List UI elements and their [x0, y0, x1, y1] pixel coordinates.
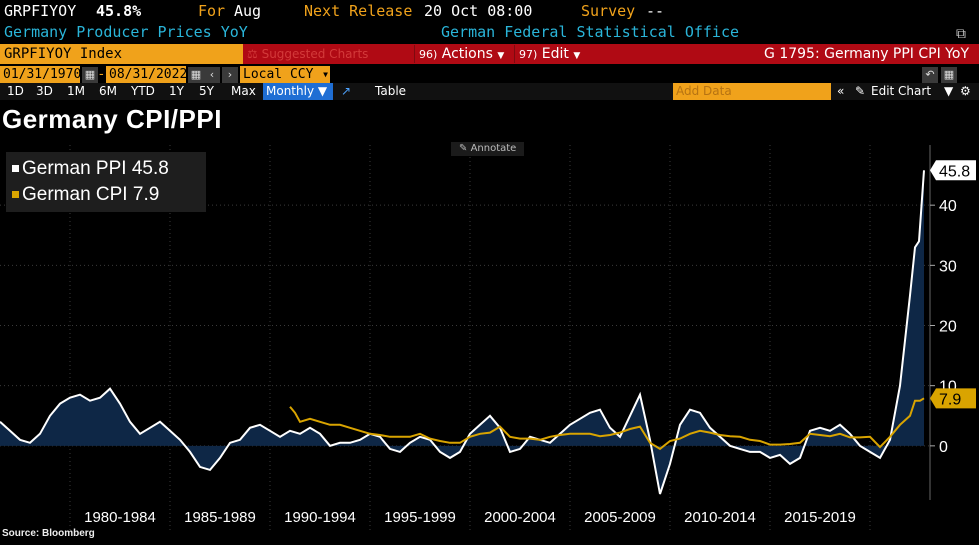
chevron-down-icon: ▼ — [323, 70, 328, 79]
dropdown-icon[interactable]: ▼ — [944, 84, 954, 98]
y-tick-label: 20 — [939, 319, 957, 336]
legend: German PPI 45.8 German CPI 7.9 — [6, 152, 206, 212]
legend-item-cpi: German CPI 7.9 — [12, 182, 200, 208]
next-arrow-icon[interactable]: › — [222, 67, 238, 83]
ticker: GRPFIYOY — [4, 2, 77, 20]
y-tick-label: 0 — [939, 439, 948, 456]
actions-label: Actions — [441, 46, 493, 62]
legend-ppi-name: German PPI — [22, 158, 127, 179]
y-tick-label: 40 — [939, 198, 957, 215]
end-date-input[interactable]: 08/31/2022 — [106, 66, 187, 84]
cpi-swatch — [12, 191, 19, 199]
last-value-labels: 45.8 7.9 — [930, 160, 976, 409]
period-max[interactable]: Max — [231, 84, 256, 98]
x-tick-label: 1990-1994 — [284, 509, 356, 526]
y-tick-label: 30 — [939, 258, 957, 275]
currency-value: Local CCY — [243, 67, 314, 82]
edit-chart-button[interactable]: Edit Chart — [871, 84, 932, 98]
ppi-last-value: 45.8 — [930, 160, 976, 181]
undo-icon[interactable]: ↶ — [922, 67, 938, 83]
value-tag-text: 45.8 — [939, 163, 970, 180]
period-1d[interactable]: 1D — [7, 84, 24, 98]
edit-num: 97) — [519, 48, 538, 61]
next-release-value: 20 Oct 08:00 — [424, 2, 533, 20]
date-range-row: 01/31/1970 ▦ - 08/31/2022 ▦ ‹ › Local CC… — [0, 66, 979, 84]
period-6m[interactable]: 6M — [99, 84, 117, 98]
calendar-icon[interactable]: ▦ — [82, 67, 98, 83]
for-value: Aug — [234, 2, 262, 20]
actions-button[interactable]: 96) Actions ▼ — [414, 45, 508, 63]
collapse-icon[interactable]: « — [837, 84, 845, 98]
x-axis: 1980-1984 1985-1989 1990-1994 1995-1999 2000… — [84, 509, 856, 526]
popout-icon[interactable]: ⧉ — [956, 26, 966, 42]
x-tick-label: 1985-1989 — [184, 509, 256, 526]
ppi-line — [0, 170, 925, 495]
source-note: Source: Bloomberg — [2, 528, 95, 539]
gear-icon[interactable]: ⚙ — [960, 84, 971, 98]
data-source: German Federal Statistical Office — [441, 23, 740, 41]
ticker-field[interactable]: GRPFIYOY Index — [0, 44, 243, 64]
range-dash: - — [99, 67, 104, 82]
frequency-select[interactable]: Monthly ▼ — [263, 83, 333, 100]
value-tag — [930, 160, 976, 181]
survey-value: -- — [646, 2, 665, 20]
x-tick-label: 2000-2004 — [484, 509, 556, 526]
calendar-icon[interactable]: ▦ — [188, 67, 204, 83]
x-tick-label: 2005-2009 — [584, 509, 656, 526]
survey-label: Survey — [581, 2, 636, 20]
period-3d[interactable]: 3D — [36, 84, 53, 98]
security-header: GRPFIYOY 45.8% For Aug Next Release 20 O… — [0, 0, 979, 22]
pencil-icon[interactable]: ✎ — [855, 84, 866, 98]
security-description: Germany Producer Prices YoY — [4, 23, 248, 41]
legend-cpi-value: 7.9 — [132, 184, 160, 205]
line-chart-icon[interactable]: ↗ — [341, 84, 352, 98]
value-tag-text: 7.9 — [939, 391, 961, 408]
value-tag — [930, 388, 976, 409]
period-ytd[interactable]: YTD — [131, 84, 155, 98]
edit-button[interactable]: 97) Edit ▼ — [514, 45, 584, 63]
security-description-row: Germany Producer Prices YoY German Feder… — [0, 22, 979, 42]
cpi-last-value: 7.9 — [930, 388, 976, 409]
chart-title: Germany CPI/PPI — [2, 104, 222, 134]
start-date-input[interactable]: 01/31/1970 — [0, 66, 81, 84]
period-1y[interactable]: 1Y — [169, 84, 184, 98]
prev-arrow-icon[interactable]: ‹ — [204, 67, 220, 83]
period-toolbar: 1D 3D 1M 6M YTD 1Y 5Y Max Monthly ▼ ↗ Ta… — [0, 83, 979, 100]
legend-cpi-name: German CPI — [22, 184, 128, 205]
annotate-button[interactable]: ✎ Annotate — [451, 142, 525, 156]
legend-item-ppi: German PPI 45.8 — [12, 156, 200, 182]
chevron-down-icon: ▼ — [573, 51, 581, 61]
x-tick-label: 1980-1984 — [84, 509, 156, 526]
period-5y[interactable]: 5Y — [199, 84, 214, 98]
next-release-label: Next Release — [304, 2, 413, 20]
x-tick-label: 2010-2014 — [684, 509, 756, 526]
annotate-label: Annotate — [470, 143, 517, 154]
legend-ppi-value: 45.8 — [131, 158, 169, 179]
table-button[interactable]: Table — [375, 84, 407, 98]
ppi-area — [0, 170, 924, 495]
chevron-down-icon: ▼ — [497, 51, 505, 61]
edit-label: Edit — [541, 46, 569, 62]
last-value: 45.8% — [96, 2, 142, 20]
currency-select[interactable]: Local CCY ▼ — [240, 66, 330, 84]
add-data-input[interactable]: Add Data — [673, 83, 831, 100]
table-view-icon[interactable]: ▦ — [941, 67, 957, 83]
command-bar: GRPFIYOY Index ⚖ Suggested Charts 96) Ac… — [0, 44, 979, 64]
graph-title: G 1795: Germany PPI CPI YoY — [764, 46, 969, 62]
suggested-charts[interactable]: ⚖ Suggested Charts — [247, 47, 369, 61]
for-label: For — [198, 2, 226, 20]
cpi-line — [289, 397, 925, 451]
actions-num: 96) — [419, 48, 438, 61]
ppi-swatch — [12, 165, 19, 173]
period-1m[interactable]: 1M — [67, 84, 85, 98]
x-tick-label: 1995-1999 — [384, 509, 456, 526]
x-tick-label: 2015-2019 — [784, 509, 856, 526]
